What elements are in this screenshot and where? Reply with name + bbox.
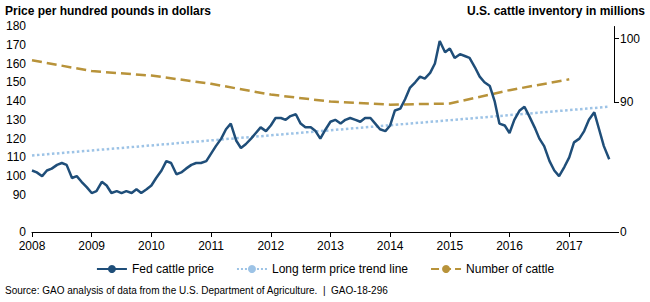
svg-text:170: 170 (6, 38, 26, 52)
svg-text:160: 160 (6, 57, 26, 71)
svg-text:Price per hundred pounds in do: Price per hundred pounds in dollars (5, 4, 211, 18)
svg-text:100: 100 (6, 169, 26, 183)
svg-text:90: 90 (620, 95, 634, 109)
svg-text:0: 0 (19, 225, 26, 239)
svg-text:2014: 2014 (377, 239, 404, 253)
svg-text:100: 100 (620, 32, 640, 46)
svg-text:2013: 2013 (317, 239, 344, 253)
svg-text:Long term price trend line: Long term price trend line (272, 262, 408, 276)
svg-text:2011: 2011 (198, 239, 224, 253)
svg-text:Fed cattle price: Fed cattle price (132, 262, 214, 276)
svg-text:150: 150 (6, 75, 26, 89)
svg-text:Source: GAO analysis of data f: Source: GAO analysis of data from the U.… (5, 285, 388, 296)
svg-text:120: 120 (6, 132, 26, 146)
svg-text:2010: 2010 (138, 239, 165, 253)
svg-text:180: 180 (6, 19, 26, 33)
svg-text:2009: 2009 (78, 239, 105, 253)
svg-text:2012: 2012 (257, 239, 284, 253)
svg-text:2015: 2015 (436, 239, 463, 253)
svg-text:2016: 2016 (496, 239, 523, 253)
svg-text:140: 140 (6, 94, 26, 108)
svg-text:Number of cattle: Number of cattle (466, 262, 554, 276)
svg-text:2017: 2017 (556, 239, 583, 253)
svg-text:2008: 2008 (19, 239, 46, 253)
svg-text:U.S. cattle inventory in milli: U.S. cattle inventory in millions (467, 4, 645, 18)
svg-text:110: 110 (7, 150, 26, 164)
svg-text:90: 90 (13, 188, 27, 202)
svg-text:0: 0 (620, 225, 627, 239)
svg-text:130: 130 (6, 113, 26, 127)
